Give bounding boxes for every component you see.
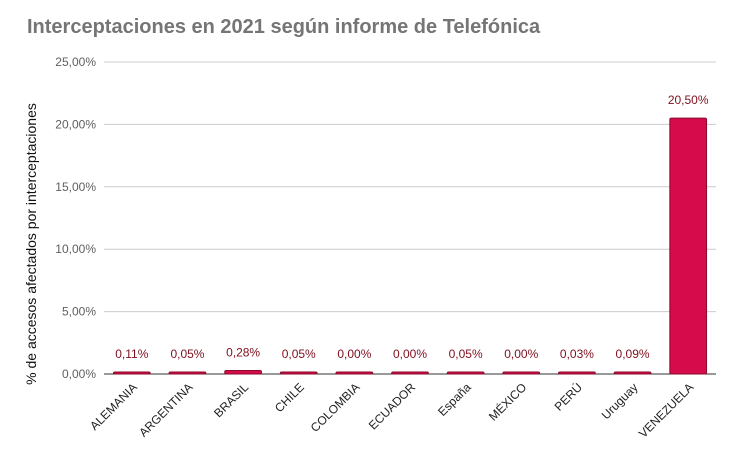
y-tick-label: 0,00% (62, 367, 96, 381)
bar (224, 370, 262, 375)
bar (391, 371, 429, 375)
data-label: 0,11% (115, 347, 148, 361)
bar (669, 117, 708, 375)
bar (335, 371, 374, 375)
x-tick-label: España (435, 380, 474, 419)
data-label: 20,50% (668, 93, 709, 107)
x-tick-label: ECUADOR (366, 380, 419, 433)
y-tick-label: 25,00% (55, 55, 96, 69)
bar (112, 371, 151, 375)
data-label: 0,00% (337, 347, 371, 361)
x-tick-label: Uruguay (599, 380, 641, 422)
y-tick-label: 20,00% (55, 117, 96, 131)
y-tick-label: 5,00% (62, 305, 96, 319)
data-label: 0,05% (282, 347, 316, 361)
x-tick-label: PERÚ (551, 380, 585, 414)
y-tick-label: 15,00% (55, 180, 96, 194)
x-tick-label: CHILE (272, 380, 307, 415)
data-label: 0,00% (393, 347, 427, 361)
bar (279, 371, 318, 375)
bars (112, 117, 708, 375)
x-tick-label: BRASIL (211, 380, 251, 420)
chart-title: Interceptaciones en 2021 según informe d… (27, 16, 541, 38)
bar (168, 371, 207, 375)
y-axis-ticks: 0,00% 5,00% 10,00% 15,00% 20,00% 25,00% (55, 55, 96, 381)
bar (446, 371, 485, 375)
y-tick-label: 10,00% (55, 242, 96, 256)
data-label: 0,05% (170, 347, 204, 361)
bar (502, 371, 541, 375)
x-tick-label: ARGENTINA (136, 380, 195, 439)
data-label: 0,28% (226, 346, 260, 360)
data-labels: 0,11% 0,05% 0,28% 0,05% 0,00% 0,00% 0,05% 0,00%… (115, 93, 709, 361)
y-axis-label: % de accesos afectados por interceptacio… (23, 103, 39, 385)
x-tick-label: VENEZUELA (636, 380, 696, 440)
bar (558, 371, 596, 375)
bar (613, 371, 652, 375)
gridlines (104, 61, 716, 375)
data-label: 0,00% (504, 347, 538, 361)
data-label: 0,09% (616, 347, 650, 361)
data-label: 0,03% (560, 347, 594, 361)
data-label: 0,05% (449, 347, 483, 361)
x-tick-label: MÉXICO (485, 380, 529, 424)
x-tick-label: ALEMANIA (87, 380, 140, 433)
x-tick-label: COLOMBIA (308, 380, 363, 435)
